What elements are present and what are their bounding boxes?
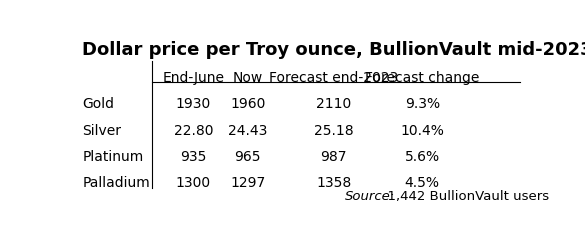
- Text: 9.3%: 9.3%: [405, 97, 440, 111]
- Text: Forecast change: Forecast change: [365, 71, 480, 85]
- Text: 1960: 1960: [230, 97, 266, 111]
- Text: 987: 987: [321, 150, 347, 164]
- Text: Platinum: Platinum: [82, 150, 143, 164]
- Text: 2110: 2110: [316, 97, 352, 111]
- Text: 965: 965: [235, 150, 261, 164]
- Text: Silver: Silver: [82, 124, 121, 138]
- Text: 5.6%: 5.6%: [405, 150, 440, 164]
- Text: 4.5%: 4.5%: [405, 176, 440, 190]
- Text: 1300: 1300: [176, 176, 211, 190]
- Text: 1297: 1297: [230, 176, 266, 190]
- Text: 1,442 BullionVault users: 1,442 BullionVault users: [379, 190, 549, 203]
- Text: Forecast end-2023: Forecast end-2023: [269, 71, 398, 85]
- Text: 22.80: 22.80: [174, 124, 213, 138]
- Text: 1358: 1358: [316, 176, 352, 190]
- Text: Now: Now: [233, 71, 263, 85]
- Text: Palladium: Palladium: [82, 176, 150, 190]
- Text: Gold: Gold: [82, 97, 114, 111]
- Text: 935: 935: [180, 150, 207, 164]
- Text: 1930: 1930: [176, 97, 211, 111]
- Text: Dollar price per Troy ounce, BullionVault mid-2023 survey: Dollar price per Troy ounce, BullionVaul…: [82, 41, 585, 59]
- Text: 24.43: 24.43: [228, 124, 267, 138]
- Text: Source:: Source:: [345, 190, 395, 203]
- Text: 10.4%: 10.4%: [400, 124, 444, 138]
- Text: End-June: End-June: [162, 71, 224, 85]
- Text: 25.18: 25.18: [314, 124, 353, 138]
